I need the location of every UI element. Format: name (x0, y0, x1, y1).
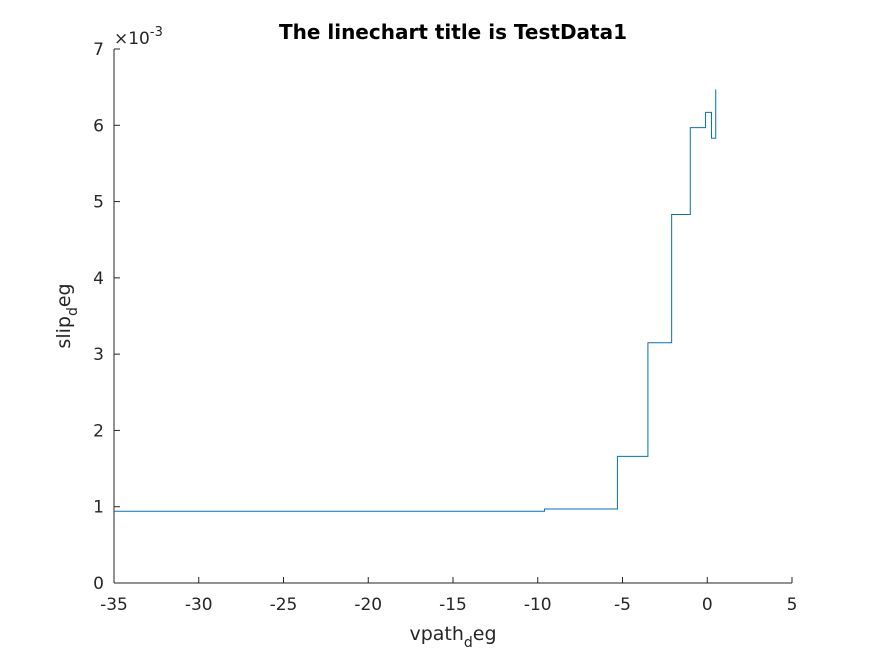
x-tick-label: 0 (702, 595, 713, 615)
y-tick-label: 2 (93, 421, 104, 441)
x-tick-label: -25 (270, 595, 298, 615)
y-tick-label: 1 (93, 498, 104, 518)
plot-area: -35 -30 -25 -20 -15 -10 -5 0 5 0 1 2 3 4 5 6 7 (93, 40, 797, 615)
y-tick-label: 4 (93, 269, 104, 289)
x-tick-label: -20 (354, 595, 382, 615)
x-axis-label: vpathdeg (409, 623, 496, 651)
x-tick-label: -15 (439, 595, 467, 615)
y-exponent-label: ×10-3 (114, 25, 163, 49)
x-tick-label: -30 (185, 595, 213, 615)
data-series-line (114, 89, 717, 512)
y-tick-label: 6 (93, 116, 104, 136)
y-tick-label: 5 (93, 193, 104, 213)
chart-title: The linechart title is TestData1 (279, 20, 627, 44)
y-tick-label: 0 (93, 574, 104, 594)
x-tick-label: 5 (787, 595, 798, 615)
x-tick-label: -10 (524, 595, 552, 615)
x-tick-label: -35 (100, 595, 128, 615)
axis-ticks: -35 -30 -25 -20 -15 -10 -5 0 5 0 1 2 3 4 5 6 7 (93, 40, 797, 615)
y-tick-label: 3 (93, 345, 104, 365)
y-tick-label: 7 (93, 40, 104, 60)
x-tick-label: -5 (614, 595, 631, 615)
y-axis-label: slipdeg (53, 283, 81, 348)
